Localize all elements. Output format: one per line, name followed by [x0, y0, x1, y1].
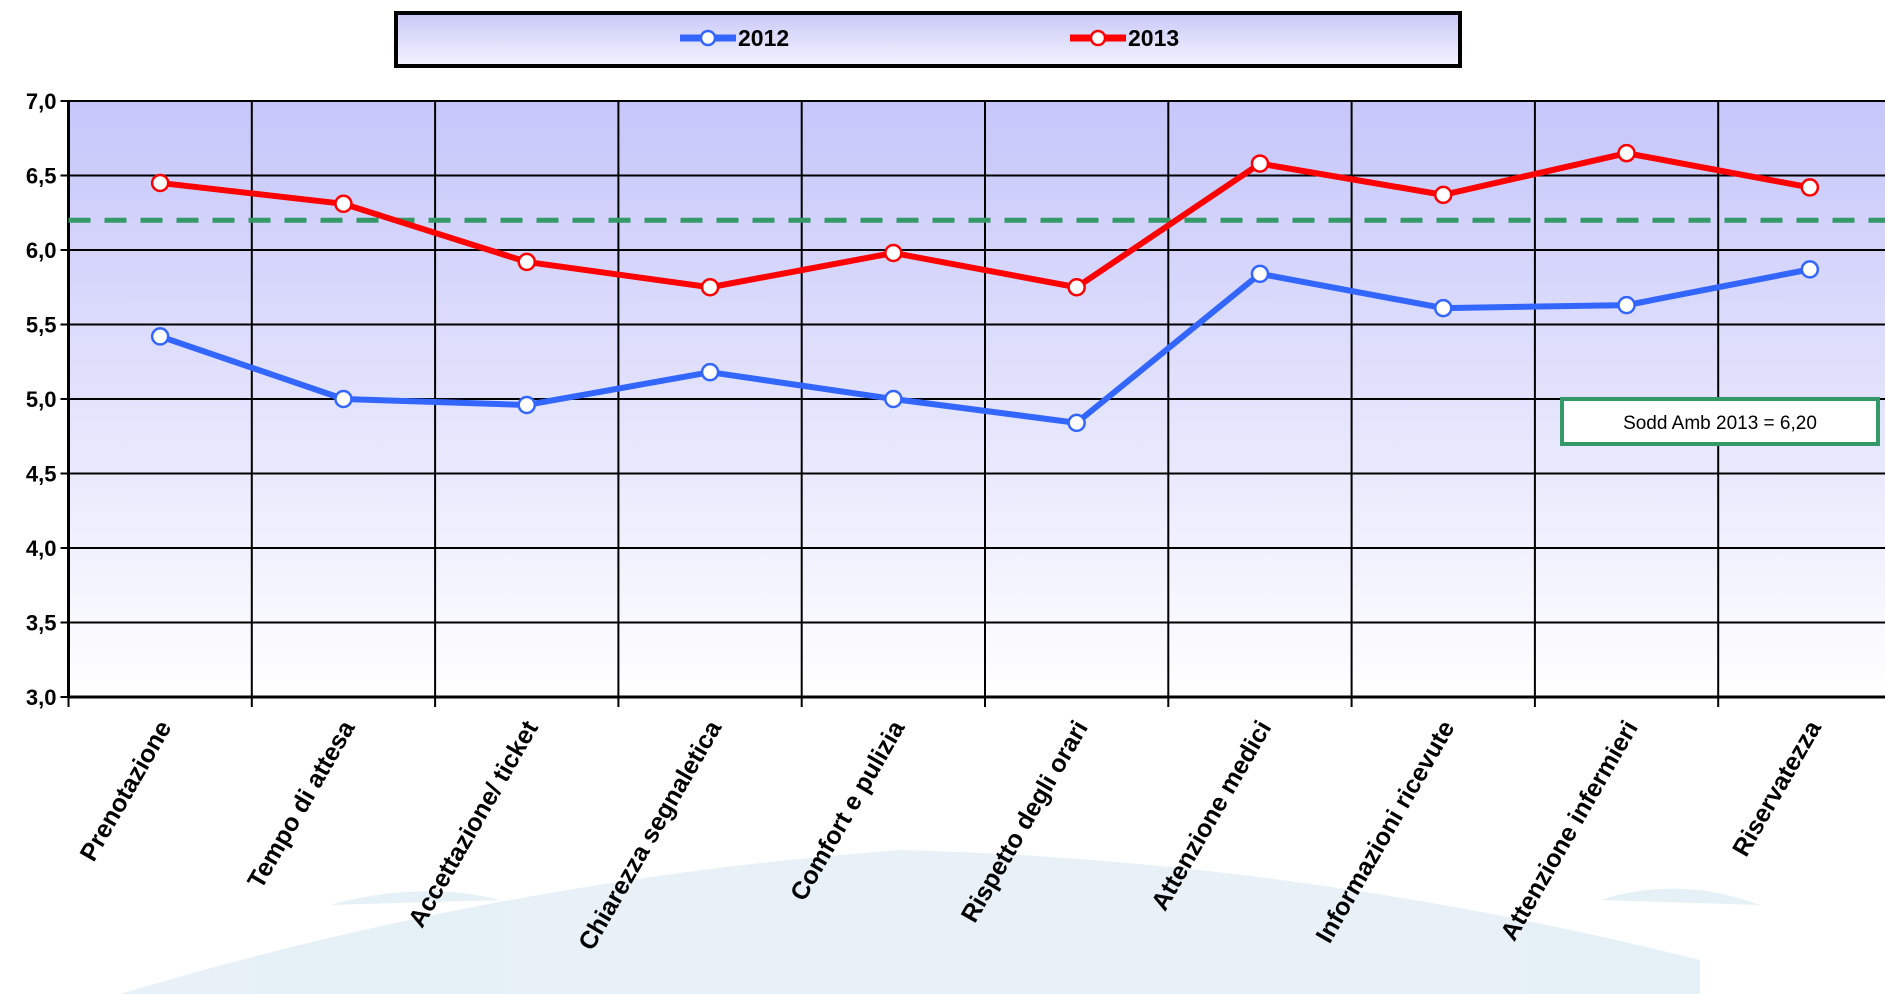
series-line	[159, 266, 1811, 426]
y-tick-label: 4,5	[26, 462, 57, 487]
x-tick-label: Attenzione infermieri	[1495, 716, 1644, 945]
legend-label: 2012	[738, 25, 789, 51]
point	[884, 243, 903, 263]
legend	[394, 11, 1462, 68]
point	[1434, 298, 1453, 318]
series-line	[159, 150, 1811, 291]
point	[1617, 143, 1636, 163]
y-tick-label: 3,0	[26, 685, 57, 710]
point	[150, 173, 170, 193]
background-decoration	[120, 850, 1760, 994]
point	[1067, 278, 1086, 297]
y-tick-label: 5,0	[26, 387, 57, 412]
annotation: Sodd Amb 2013 = 6,20	[1623, 413, 1817, 434]
y-tick-label: 3,5	[26, 611, 57, 636]
point	[1800, 178, 1820, 197]
legend-marker	[699, 29, 717, 47]
annotation-box	[1560, 397, 1880, 446]
point	[1800, 260, 1820, 279]
point	[1434, 185, 1453, 205]
legend-marker	[1089, 29, 1107, 47]
y-tick-label: 6,0	[26, 238, 57, 263]
point	[884, 389, 903, 409]
point	[700, 278, 720, 297]
point	[334, 389, 353, 409]
point	[1250, 264, 1270, 284]
point	[1250, 154, 1270, 173]
point	[517, 252, 536, 272]
y-tick-label: 5,5	[26, 313, 57, 338]
point	[700, 362, 720, 382]
x-tick-label: Prenotazione	[75, 716, 178, 866]
point	[334, 194, 353, 214]
x-tick-label: Tempo di attesa	[242, 715, 361, 893]
point	[1067, 413, 1086, 433]
point	[517, 395, 536, 415]
y-tick-label: 6,5	[26, 164, 57, 189]
point	[1617, 295, 1636, 315]
point	[150, 327, 170, 346]
legend-label: 2013	[1128, 25, 1179, 51]
x-tick-label: Riservatezza	[1727, 715, 1828, 861]
y-tick-label: 4,0	[26, 536, 57, 561]
y-tick-label: 7,0	[26, 89, 57, 114]
